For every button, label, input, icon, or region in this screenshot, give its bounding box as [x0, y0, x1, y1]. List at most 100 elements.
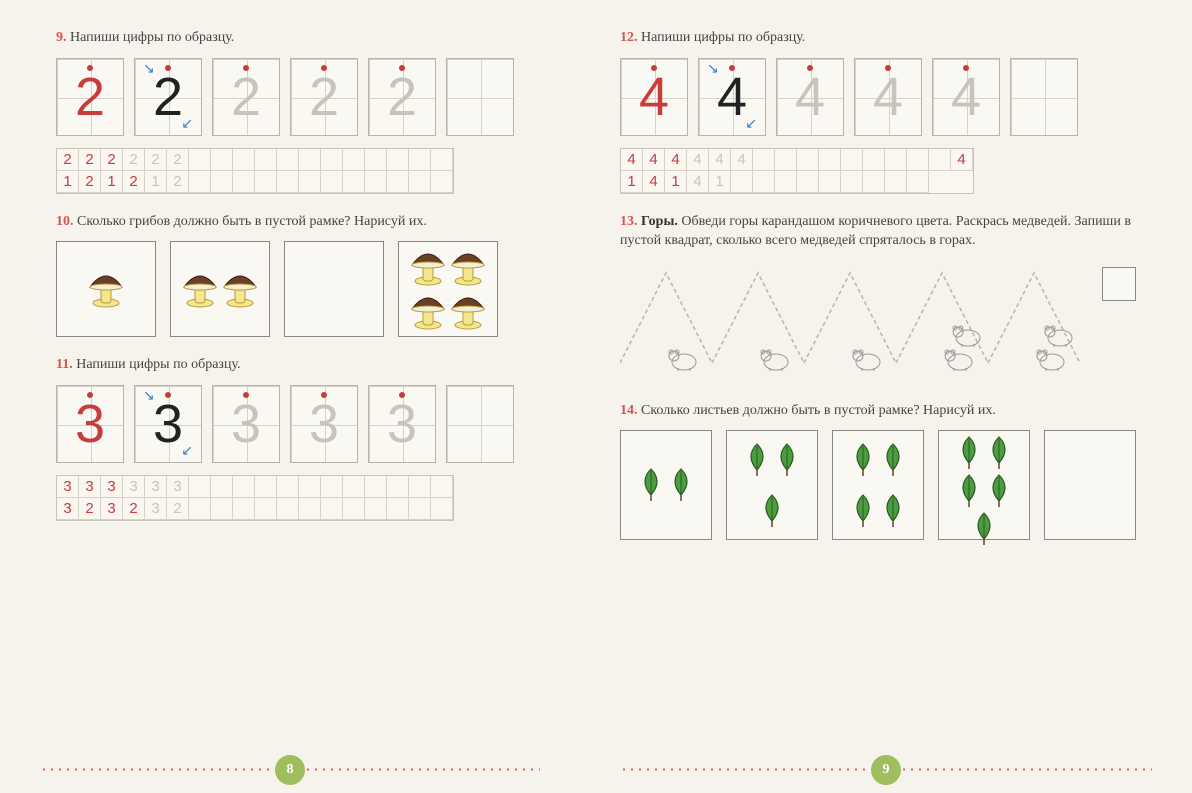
grid-cell: 2: [167, 171, 189, 193]
model-cell: 4: [932, 58, 1000, 136]
grid-cell: [255, 149, 277, 171]
grid-cell: 3: [101, 498, 123, 520]
count-frame: [938, 430, 1030, 540]
grid-cell: [409, 149, 431, 171]
grid-cell: [343, 171, 365, 193]
task-12-model-row: 44↘↙444: [620, 58, 1136, 136]
grid-cell: [189, 498, 211, 520]
task-12: 12. Напиши цифры по образцу. 44↘↙444 444…: [620, 28, 1136, 194]
grid-cell: [885, 171, 907, 193]
grid-cell: 3: [145, 476, 167, 498]
grid-cell: [863, 149, 885, 171]
task-text: Напиши цифры по образцу.: [641, 30, 805, 45]
task-number: 13.: [620, 214, 638, 229]
grid-cell: 3: [57, 498, 79, 520]
task-10-title: 10. Сколько грибов должно быть в пустой …: [56, 212, 540, 232]
bear-icon: [950, 320, 984, 348]
model-cell: [1010, 58, 1078, 136]
grid-cell: [387, 171, 409, 193]
grid-cell: [255, 171, 277, 193]
grid-cell: [819, 171, 841, 193]
mushroom-icon: [221, 269, 259, 309]
grid-cell: [387, 149, 409, 171]
grid-cell: 2: [57, 149, 79, 171]
book-spread: 9. Напиши цифры по образцу. 22↘↙222 2222…: [0, 0, 1192, 793]
model-cell: 3: [56, 385, 124, 463]
task-bold: Горы.: [641, 214, 678, 229]
bear-in-mountain: [666, 344, 700, 377]
page-left: 9. Напиши цифры по образцу. 22↘↙222 2222…: [0, 0, 580, 793]
model-cell: 3: [290, 385, 358, 463]
grid-cell: [233, 171, 255, 193]
bear-icon: [1042, 320, 1076, 348]
mushroom-icon: [181, 269, 219, 309]
task-13: 13. Горы. Обведи горы карандашом коричне…: [620, 212, 1136, 383]
grid-cell: [343, 498, 365, 520]
leaf-icon: [985, 435, 1013, 471]
bear-icon: [850, 344, 884, 372]
count-frame: [726, 430, 818, 540]
grid-cell: 4: [687, 171, 709, 193]
leaf-icon: [667, 467, 695, 503]
grid-cell: 4: [731, 149, 753, 171]
grid-cell: [387, 476, 409, 498]
grid-cell: [841, 149, 863, 171]
grid-cell: [731, 171, 753, 193]
grid-cell: [211, 476, 233, 498]
grid-cell: 2: [79, 149, 101, 171]
bear-in-mountain: [950, 320, 984, 353]
grid-cell: [343, 149, 365, 171]
model-digit: 4: [873, 70, 903, 124]
grid-cell: 3: [167, 476, 189, 498]
grid-cell: [409, 476, 431, 498]
task-10: 10. Сколько грибов должно быть в пустой …: [56, 212, 540, 338]
grid-cell: [907, 149, 929, 171]
task-number: 9.: [56, 30, 67, 45]
task-12-practice-grid: 444444414141: [620, 148, 974, 194]
grid-cell: 2: [167, 149, 189, 171]
model-cell: 2: [56, 58, 124, 136]
task-9: 9. Напиши цифры по образцу. 22↘↙222 2222…: [56, 28, 540, 194]
task-number: 12.: [620, 30, 638, 45]
model-digit: 3: [387, 397, 417, 451]
task-11-model-row: 33↘↙333: [56, 385, 540, 463]
grid-cell: [775, 171, 797, 193]
task-11: 11. Напиши цифры по образцу. 33↘↙333 333…: [56, 355, 540, 521]
count-frame: [398, 241, 498, 337]
grid-cell: 4: [643, 171, 665, 193]
bear-in-mountain: [850, 344, 884, 377]
grid-cell: [365, 149, 387, 171]
model-digit: 3: [153, 397, 183, 451]
count-frame: [832, 430, 924, 540]
task-12-title: 12. Напиши цифры по образцу.: [620, 28, 1136, 48]
model-cell: 4: [776, 58, 844, 136]
task-text: Сколько грибов должно быть в пустой рамк…: [77, 214, 427, 229]
grid-cell: 2: [101, 149, 123, 171]
model-cell: 4: [854, 58, 922, 136]
count-frame: [56, 241, 156, 337]
leaf-icon: [758, 493, 786, 529]
grid-cell: [233, 149, 255, 171]
grid-cell: 1: [101, 171, 123, 193]
grid-cell: [841, 171, 863, 193]
grid-cell: 3: [57, 476, 79, 498]
model-cell: 3: [368, 385, 436, 463]
grid-cell: 3: [79, 476, 101, 498]
grid-cell: [211, 149, 233, 171]
model-digit: 2: [231, 70, 261, 124]
model-cell: 2: [212, 58, 280, 136]
grid-cell: 3: [101, 476, 123, 498]
grid-cell: [299, 171, 321, 193]
grid-cell: 2: [79, 498, 101, 520]
grid-cell: [321, 149, 343, 171]
model-cell: [446, 58, 514, 136]
count-frame[interactable]: [284, 241, 384, 337]
count-frame: [170, 241, 270, 337]
count-frame[interactable]: [1044, 430, 1136, 540]
page-number-left: 8: [275, 755, 305, 785]
model-digit: 4: [717, 70, 747, 124]
leaf-icon: [879, 493, 907, 529]
grid-cell: 2: [167, 498, 189, 520]
grid-cell: 2: [145, 149, 167, 171]
task-14: 14. Сколько листьев должно быть в пустой…: [620, 401, 1136, 541]
